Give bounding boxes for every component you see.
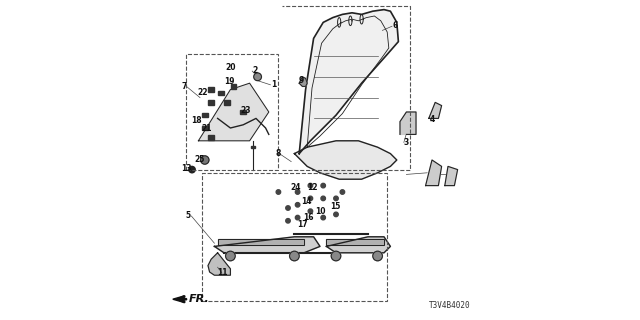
Text: 11: 11 [217, 268, 228, 277]
Polygon shape [400, 112, 416, 134]
Bar [209, 135, 214, 140]
Text: 25: 25 [194, 155, 205, 164]
Text: 5: 5 [186, 212, 191, 220]
Circle shape [296, 215, 300, 220]
Polygon shape [294, 141, 397, 179]
Circle shape [308, 183, 312, 188]
Circle shape [276, 190, 280, 194]
Polygon shape [445, 166, 458, 186]
Text: 22: 22 [197, 88, 208, 97]
Text: 9: 9 [298, 76, 303, 84]
Text: 10: 10 [316, 207, 326, 216]
Circle shape [289, 251, 300, 261]
Circle shape [189, 166, 195, 173]
Text: 24: 24 [291, 183, 301, 192]
Circle shape [321, 183, 326, 188]
Polygon shape [300, 77, 307, 86]
Bar [231, 84, 237, 89]
Circle shape [226, 251, 236, 261]
Text: 21: 21 [202, 124, 212, 133]
Bar [241, 110, 246, 114]
Circle shape [332, 251, 341, 261]
Text: 6: 6 [392, 21, 398, 30]
Text: 16: 16 [303, 213, 314, 222]
Polygon shape [208, 253, 230, 275]
Bar [202, 173, 387, 301]
Text: T3V4B4020: T3V4B4020 [429, 301, 470, 310]
Bar [326, 239, 384, 245]
Bar [218, 91, 224, 95]
Circle shape [201, 156, 209, 164]
Bar [202, 126, 207, 130]
Circle shape [296, 203, 300, 207]
Bar [326, 239, 384, 245]
Circle shape [285, 219, 291, 223]
Circle shape [308, 209, 312, 213]
Circle shape [296, 190, 300, 194]
Text: 15: 15 [330, 202, 340, 211]
Polygon shape [426, 160, 442, 186]
Bar [209, 100, 214, 105]
Circle shape [372, 251, 383, 261]
Text: FR.: FR. [189, 294, 209, 304]
Text: 14: 14 [301, 197, 312, 206]
Bar [251, 146, 255, 148]
Bar [218, 239, 304, 245]
Text: 17: 17 [297, 220, 308, 229]
Circle shape [308, 196, 312, 201]
Circle shape [334, 212, 339, 217]
Circle shape [254, 73, 262, 81]
Text: 12: 12 [307, 183, 317, 192]
Text: 23: 23 [241, 106, 251, 115]
Bar [202, 113, 207, 117]
Circle shape [334, 196, 339, 201]
Polygon shape [429, 102, 442, 118]
Polygon shape [326, 237, 390, 253]
Text: 7: 7 [181, 82, 187, 91]
Bar [186, 54, 278, 170]
Polygon shape [173, 296, 184, 302]
Text: 19: 19 [224, 77, 235, 86]
Text: 13: 13 [181, 164, 191, 172]
Circle shape [285, 206, 291, 210]
Polygon shape [198, 83, 269, 141]
Circle shape [340, 190, 344, 194]
Text: 20: 20 [225, 63, 236, 72]
Text: 18: 18 [191, 116, 202, 125]
Text: 1: 1 [271, 80, 276, 89]
Circle shape [321, 215, 326, 220]
Bar [218, 239, 304, 245]
Circle shape [321, 196, 326, 201]
Bar [225, 100, 230, 105]
Text: 2: 2 [253, 66, 258, 75]
Polygon shape [214, 237, 320, 253]
Text: 3: 3 [403, 138, 408, 147]
Text: 4: 4 [430, 115, 435, 124]
Text: 8: 8 [276, 149, 281, 158]
Bar [209, 87, 214, 92]
Polygon shape [300, 10, 398, 154]
